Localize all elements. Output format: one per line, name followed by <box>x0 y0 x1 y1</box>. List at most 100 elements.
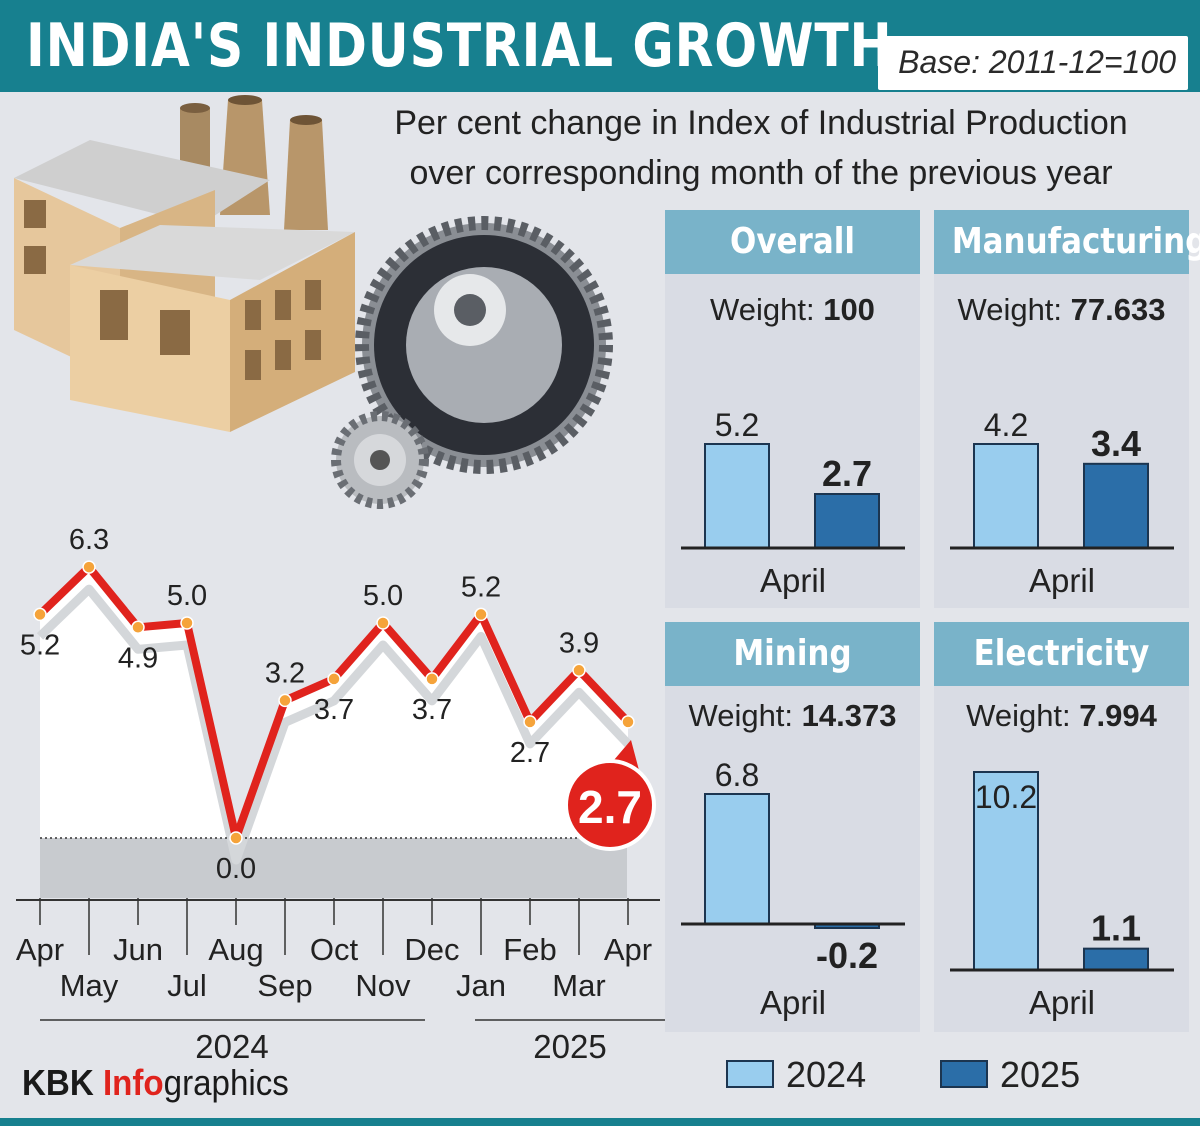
value-label-8: 3.7 <box>412 694 452 726</box>
value-label-2: 4.9 <box>118 642 158 674</box>
bar-mining-2024 <box>704 793 770 925</box>
panel-electricity: Electricity Weight: 7.994 10.2 1.1 April <box>934 622 1189 1032</box>
panel-electricity-title: Electricity <box>973 633 1150 674</box>
panel-electricity-chart: 10.2 1.1 April <box>950 771 1174 1021</box>
legend-label-2024: 2024 <box>786 1054 867 1095</box>
bar-label-mining-2024: 6.8 <box>715 757 759 793</box>
value-label-5: 3.2 <box>265 657 305 689</box>
panel-mining-title: Mining <box>733 633 852 674</box>
highlight-badge: 2.7 <box>564 740 656 851</box>
bar-electricity-2025 <box>1083 947 1149 972</box>
line-point-oct-6 <box>327 672 341 686</box>
month-label-10: Feb <box>503 932 556 967</box>
panel-mining-weight: Weight: 14.373 <box>688 698 897 733</box>
base-year-box: Base: 2011-12=100 <box>878 36 1188 90</box>
bar-label-electricity-2024: 10.2 <box>975 779 1037 815</box>
legend-label-2025: 2025 <box>1000 1054 1081 1095</box>
panel-manufacturing: Manufacturing Weight: 77.633 4.2 3.4 April <box>934 210 1200 608</box>
value-label-7: 5.0 <box>363 580 403 612</box>
category-label-overall: April <box>760 562 826 599</box>
month-label-7: Nov <box>355 968 411 1003</box>
bar-label-manufacturing-2024: 4.2 <box>984 407 1028 443</box>
panel-manufacturing-weight-value: 77.633 <box>1070 292 1166 327</box>
category-label-manufacturing: April <box>1029 562 1095 599</box>
bar-overall-2024 <box>704 443 770 549</box>
value-labels: 5.2 6.3 4.9 5.0 0.0 3.2 3.7 5.0 3.7 5.2 2.7 3.9 <box>20 524 599 885</box>
line-point-mar-11 <box>572 663 586 678</box>
header-bar: INDIA'S INDUSTRIAL GROWTH Base: 2011-12=… <box>0 0 1200 92</box>
line-point-jul-3 <box>180 616 194 630</box>
line-point-may-1 <box>82 560 96 574</box>
panel-manufacturing-header: Manufacturing <box>934 210 1200 274</box>
month-label-2: Jun <box>113 932 163 967</box>
month-label-4: Aug <box>208 932 263 967</box>
negative-zone <box>40 838 627 898</box>
legend-swatch-2025 <box>940 1060 988 1088</box>
line-point-apr-0 <box>33 607 47 622</box>
month-label-6: Oct <box>310 932 359 967</box>
value-label-10: 2.7 <box>510 737 550 769</box>
bar-label-overall-2025: 2.7 <box>822 453 872 494</box>
category-label-mining: April <box>760 984 826 1021</box>
panel-mining: Mining Weight: 14.373 6.8 -0.2 April <box>665 622 920 1032</box>
brand-logo: KBK Infographics <box>22 1062 289 1103</box>
line-point-jun-2 <box>131 620 145 635</box>
panel-overall-title: Overall <box>730 221 855 262</box>
panel-mining-chart: 6.8 -0.2 April <box>681 757 905 1021</box>
gears-icon <box>331 216 613 509</box>
month-label-5: Sep <box>257 968 312 1003</box>
line-point-jan-9 <box>474 607 488 622</box>
line-point-apr-12 <box>621 715 635 729</box>
line-point-sep-5 <box>278 693 292 708</box>
subtitle-line-2: over corresponding month of the previous… <box>409 154 1113 192</box>
bar-label-mining-2025: -0.2 <box>816 935 878 976</box>
bottom-bar <box>0 1118 1200 1126</box>
highlight-circle <box>564 759 656 851</box>
panel-overall-weight-value: 100 <box>823 292 875 327</box>
value-label-1: 6.3 <box>69 524 109 556</box>
panel-manufacturing-weight: Weight: 77.633 <box>957 292 1166 327</box>
value-label-9: 5.2 <box>461 571 501 603</box>
line-point-feb-10 <box>523 715 537 729</box>
panel-electricity-weight: Weight: 7.994 <box>966 698 1157 733</box>
month-label-9: Jan <box>456 968 506 1003</box>
panel-electricity-weight-value: 7.994 <box>1079 698 1157 733</box>
line-shadow <box>36 584 632 865</box>
panel-mining-weight-value: 14.373 <box>801 698 897 733</box>
panel-manufacturing-chart: 4.2 3.4 April <box>950 407 1174 599</box>
markers <box>33 560 635 845</box>
page-title: INDIA'S INDUSTRIAL GROWTH <box>26 11 893 81</box>
panel-overall: Overall Weight: 100 5.2 2.7 April <box>665 210 920 608</box>
subtitle: Per cent change in Index of Industrial P… <box>330 98 1192 198</box>
month-label-8: Dec <box>404 932 459 967</box>
value-label-6: 3.7 <box>314 694 354 726</box>
x-ticks <box>39 898 629 955</box>
panel-mining-header: Mining <box>665 622 920 686</box>
line-chart: 5.2 6.3 4.9 5.0 0.0 3.2 3.7 5.0 3.7 5.2 2.7 3.9 Apr… <box>16 524 665 1065</box>
value-label-11: 3.9 <box>559 627 599 659</box>
month-label-1: May <box>60 968 119 1003</box>
category-label-electricity: April <box>1029 984 1095 1021</box>
factory-icon <box>14 95 355 432</box>
bar-electricity-2024 <box>973 771 1039 971</box>
month-label-3: Jul <box>167 968 207 1003</box>
bar-manufacturing-2025 <box>1083 462 1149 549</box>
panel-electricity-header: Electricity <box>934 622 1189 686</box>
bar-overall-2025 <box>814 493 880 549</box>
subtitle-line-1: Per cent change in Index of Industrial P… <box>394 104 1128 142</box>
month-label-0: Apr <box>16 932 64 967</box>
legend-swatch-2024 <box>726 1060 774 1088</box>
year-label-2025: 2025 <box>533 1028 606 1065</box>
year-label-2024: 2024 <box>195 1028 268 1065</box>
panel-overall-weight: Weight: 100 <box>710 292 875 327</box>
month-label-11: Mar <box>552 968 605 1003</box>
value-label-4: 0.0 <box>216 853 256 885</box>
panel-overall-chart: 5.2 2.7 April <box>681 407 905 599</box>
month-label-12: Apr <box>604 932 652 967</box>
bar-label-overall-2024: 5.2 <box>715 407 759 443</box>
bar-label-manufacturing-2025: 3.4 <box>1091 423 1141 464</box>
value-label-0: 5.2 <box>20 629 60 661</box>
bar-label-electricity-2025: 1.1 <box>1091 908 1141 949</box>
